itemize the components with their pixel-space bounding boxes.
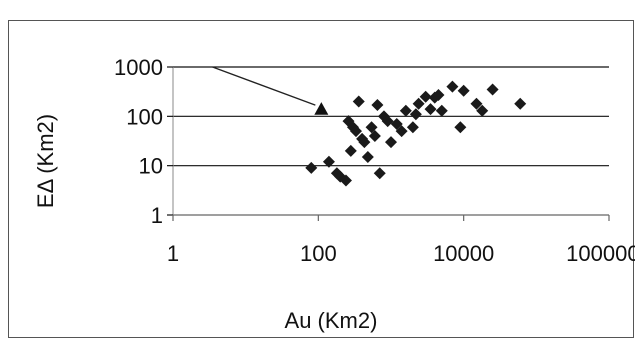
scatter-chart: 1 10 100 1000 1 100 10000 1000000 Au (Km2) EΔ (… bbox=[33, 55, 635, 333]
data-point bbox=[368, 129, 381, 142]
data-point bbox=[381, 115, 394, 128]
data-point bbox=[435, 104, 448, 117]
x-tick-label: 100 bbox=[300, 241, 337, 266]
data-point bbox=[371, 98, 384, 111]
tick-layer: 1 10 100 1000 1 100 10000 1000000 bbox=[114, 55, 635, 266]
data-point bbox=[339, 174, 352, 187]
data-point bbox=[486, 83, 499, 96]
x-axis-title: Au (Km2) bbox=[285, 308, 378, 333]
data-point bbox=[446, 80, 459, 93]
x-tick-label: 1000000 bbox=[566, 241, 635, 266]
data-point bbox=[361, 150, 374, 163]
data-point bbox=[385, 136, 397, 149]
data-point bbox=[409, 108, 422, 121]
data-point bbox=[470, 97, 483, 110]
data-point bbox=[305, 161, 318, 174]
annotation-layer bbox=[212, 66, 329, 115]
data-point bbox=[352, 95, 365, 108]
data-point bbox=[395, 125, 408, 138]
annotation-triangle-marker bbox=[314, 102, 329, 115]
y-tick-label: 100 bbox=[126, 104, 163, 129]
data-point bbox=[454, 121, 467, 134]
y-tick-label: 10 bbox=[139, 154, 163, 179]
data-point bbox=[412, 97, 425, 110]
x-tick-label: 10000 bbox=[433, 241, 494, 266]
data-point bbox=[399, 104, 412, 117]
data-point bbox=[373, 167, 386, 180]
annotation-arrow bbox=[212, 66, 316, 106]
chart-frame: 1 10 100 1000 1 100 10000 1000000 Au (Km2) EΔ (… bbox=[8, 20, 635, 338]
data-point bbox=[432, 89, 445, 102]
x-tick-label: 1 bbox=[167, 241, 179, 266]
y-tick-label: 1000 bbox=[114, 55, 163, 80]
y-tick-label: 1 bbox=[151, 203, 163, 228]
data-point bbox=[322, 155, 335, 168]
grid-layer bbox=[172, 66, 609, 216]
data-point bbox=[457, 84, 470, 97]
data-point bbox=[514, 97, 527, 110]
data-point bbox=[344, 144, 357, 157]
data-point bbox=[390, 117, 403, 130]
data-point bbox=[365, 121, 378, 134]
data-point bbox=[358, 136, 371, 149]
y-axis-title: EΔ (Km2) bbox=[33, 114, 58, 208]
data-point bbox=[406, 121, 419, 134]
data-point bbox=[424, 103, 437, 116]
data-point bbox=[476, 104, 489, 117]
point-layer bbox=[305, 80, 527, 187]
data-point bbox=[350, 125, 363, 138]
data-point bbox=[419, 90, 432, 103]
